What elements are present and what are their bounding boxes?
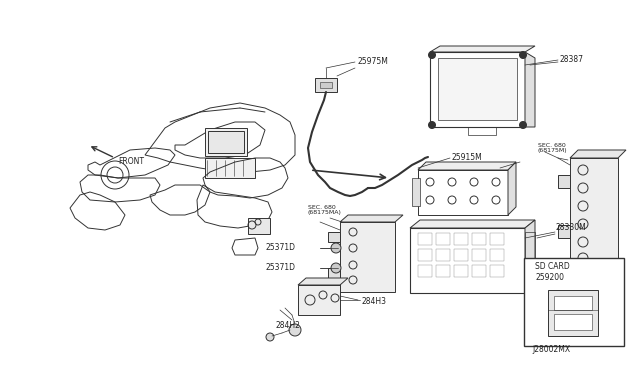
Polygon shape [298,278,348,285]
Text: 28387: 28387 [560,55,584,64]
Polygon shape [525,220,535,293]
Bar [454,249,468,261]
Polygon shape [328,232,340,242]
Circle shape [289,324,301,336]
Bar [454,233,468,245]
Text: 25915M: 25915M [452,154,483,163]
Text: 28330M: 28330M [556,224,587,232]
Bar [436,265,450,277]
Bar [340,222,395,292]
Bar [490,249,504,261]
Circle shape [266,333,274,341]
Circle shape [520,122,527,128]
Bar [570,158,618,268]
Bar [548,290,598,336]
Text: 25371D: 25371D [266,263,296,273]
Circle shape [429,51,435,58]
Text: SEC. 680
(68175MA): SEC. 680 (68175MA) [308,205,342,215]
Bar [205,158,255,178]
Text: 25371D: 25371D [266,244,296,253]
Bar [436,233,450,245]
Polygon shape [508,162,516,215]
Bar [468,127,496,135]
Bar [454,265,468,277]
Bar [554,314,592,330]
Polygon shape [418,162,516,170]
Bar [248,218,270,234]
Circle shape [331,263,341,273]
Bar [436,249,450,261]
Bar [472,233,486,245]
Text: SEC. 680
(68175M): SEC. 680 (68175M) [538,142,568,153]
Bar [525,232,535,287]
Bar [418,233,432,245]
Bar [472,265,486,277]
Text: 284H3: 284H3 [362,298,387,307]
Circle shape [520,51,527,58]
Text: 284H2: 284H2 [275,321,300,330]
Bar [554,296,592,310]
Bar [205,128,247,156]
Bar [490,265,504,277]
Polygon shape [328,268,340,278]
Circle shape [331,243,341,253]
Polygon shape [525,52,535,127]
Bar [418,170,508,215]
Bar [315,78,337,92]
Polygon shape [558,225,570,238]
Text: SD CARD
259200: SD CARD 259200 [535,262,570,282]
Text: FRONT: FRONT [118,157,144,167]
Bar [472,249,486,261]
Bar [490,233,504,245]
Bar [412,178,420,206]
Bar [524,258,624,346]
Polygon shape [410,220,535,228]
Polygon shape [340,215,403,222]
Text: 25975M: 25975M [357,58,388,67]
Polygon shape [570,150,626,158]
Bar [418,265,432,277]
Bar [430,52,525,127]
Bar [298,285,340,315]
Polygon shape [558,175,570,188]
Text: J28002MX: J28002MX [532,346,570,355]
Circle shape [429,122,435,128]
Bar [320,82,332,88]
Polygon shape [430,46,535,52]
Bar [418,249,432,261]
Bar [438,58,517,120]
Bar [410,228,525,293]
Bar [208,131,244,153]
